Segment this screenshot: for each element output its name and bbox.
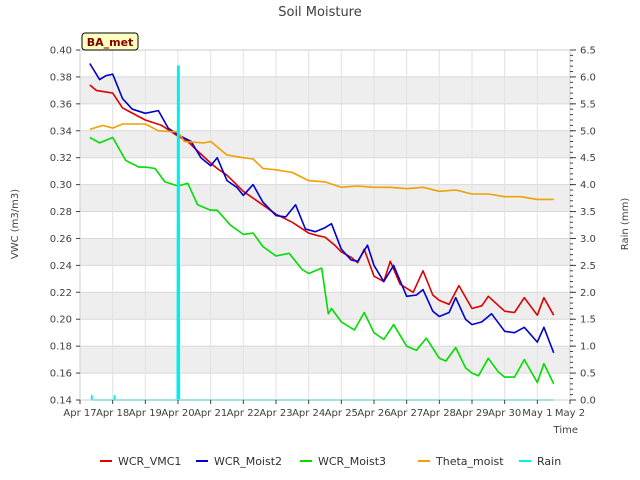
- x-tick-label: May 2: [555, 408, 585, 419]
- station-badge-label: BA_met: [87, 36, 134, 49]
- y-tick-label: 0.32: [50, 153, 72, 164]
- legend: WCR_VMC1 WCR_Moist2 WCR_Moist3 Theta_moist R…: [100, 455, 561, 468]
- x-tick-label: Apr 26: [357, 408, 390, 419]
- background-band: [80, 238, 570, 266]
- legend-label: Theta_moist: [435, 455, 504, 468]
- x-tick-label: Apr 25: [325, 408, 358, 419]
- x-tick-label: Apr 23: [259, 408, 292, 419]
- y2-tick-label: 6.0: [580, 72, 596, 83]
- y2-tick-label: 6.5: [580, 46, 596, 57]
- y-tick-label: 0.16: [50, 369, 72, 380]
- legend-label: WCR_Moist3: [318, 455, 386, 468]
- y-tick-label: 0.18: [50, 342, 72, 353]
- series-line-wcr-moist2: [89, 63, 555, 354]
- y2-tick-label: 5.0: [580, 126, 596, 137]
- x-tick-label: Apr 17: [63, 408, 96, 419]
- x-axis: Apr 17 Apr 18 Apr 19 Apr 20 Apr 21 Apr 22 Apr …: [63, 400, 585, 419]
- y-tick-label: 0.24: [50, 261, 72, 272]
- y-tick-label: 0.30: [50, 180, 72, 191]
- background-band: [80, 130, 570, 158]
- plot-background-bands: [80, 76, 570, 374]
- y2-tick-label: 4.0: [580, 180, 596, 191]
- y2-tick-label: 4.5: [580, 153, 596, 164]
- x-tick-label: Apr 21: [194, 408, 227, 419]
- x-tick-label: May 1: [522, 408, 552, 419]
- y-tick-label: 0.36: [50, 99, 72, 110]
- series-line-theta-moist: [89, 123, 554, 201]
- y2-tick-label: 1.5: [580, 315, 596, 326]
- x-tick-label: Apr 27: [390, 408, 423, 419]
- y2-tick-label: 3.5: [580, 207, 596, 218]
- plot-frame: [79, 49, 571, 401]
- x-tick-label: Apr 19: [129, 408, 162, 419]
- y-tick-label: 0.26: [50, 234, 72, 245]
- legend-label: WCR_Moist2: [214, 455, 282, 468]
- chart-title: Soil Moisture: [278, 5, 362, 20]
- background-band: [80, 184, 570, 212]
- y-axis-label: VWC (m3/m3): [10, 189, 21, 259]
- gridlines: [79, 49, 571, 401]
- y-tick-label: 0.28: [50, 207, 72, 218]
- y-tick-label: 0.40: [50, 46, 72, 57]
- legend-label: WCR_VMC1: [118, 455, 181, 468]
- x-tick-label: Apr 20: [161, 408, 194, 419]
- y2-tick-label: 1.0: [580, 342, 596, 353]
- x-axis-label: Time: [553, 425, 578, 436]
- x-tick-label: Apr 30: [488, 408, 521, 419]
- x-tick-label: Apr 29: [455, 408, 488, 419]
- station-badge-box: [81, 32, 139, 51]
- y2-tick-label: 2.0: [580, 288, 596, 299]
- x-tick-label: Apr 22: [227, 408, 260, 419]
- x-tick-label: Apr 18: [96, 408, 129, 419]
- y-tick-label: 0.38: [50, 72, 72, 83]
- background-band: [80, 76, 570, 104]
- y-tick-label: 0.22: [50, 288, 72, 299]
- y-tick-label: 0.14: [50, 396, 72, 407]
- x-tick-label: Apr 24: [292, 408, 325, 419]
- y-axis: 0.14 0.16 0.18 0.20 0.22 0.24 0.26 0.28 0.30 0.32…: [50, 46, 80, 407]
- y2-axis: 0.0 0.5 1.0 1.5 2.0 2.5 3.0 3.5 4.0 4.5 5.0 5.5 6.0 6…: [570, 46, 596, 407]
- legend-label: Rain: [537, 455, 561, 468]
- y2-tick-label: 0.0: [580, 396, 596, 407]
- y-tick-label: 0.20: [50, 315, 72, 326]
- y2-tick-label: 2.5: [580, 261, 596, 272]
- y2-tick-label: 5.5: [580, 99, 596, 110]
- series-line-wcr-moist3: [89, 136, 555, 385]
- y-tick-label: 0.34: [50, 126, 72, 137]
- y2-axis-label: Rain (mm): [620, 198, 631, 251]
- y2-tick-label: 0.5: [580, 369, 596, 380]
- y2-tick-label: 3.0: [580, 234, 596, 245]
- x-tick-label: Apr 28: [423, 408, 456, 419]
- station-badge: BA_met: [81, 32, 139, 51]
